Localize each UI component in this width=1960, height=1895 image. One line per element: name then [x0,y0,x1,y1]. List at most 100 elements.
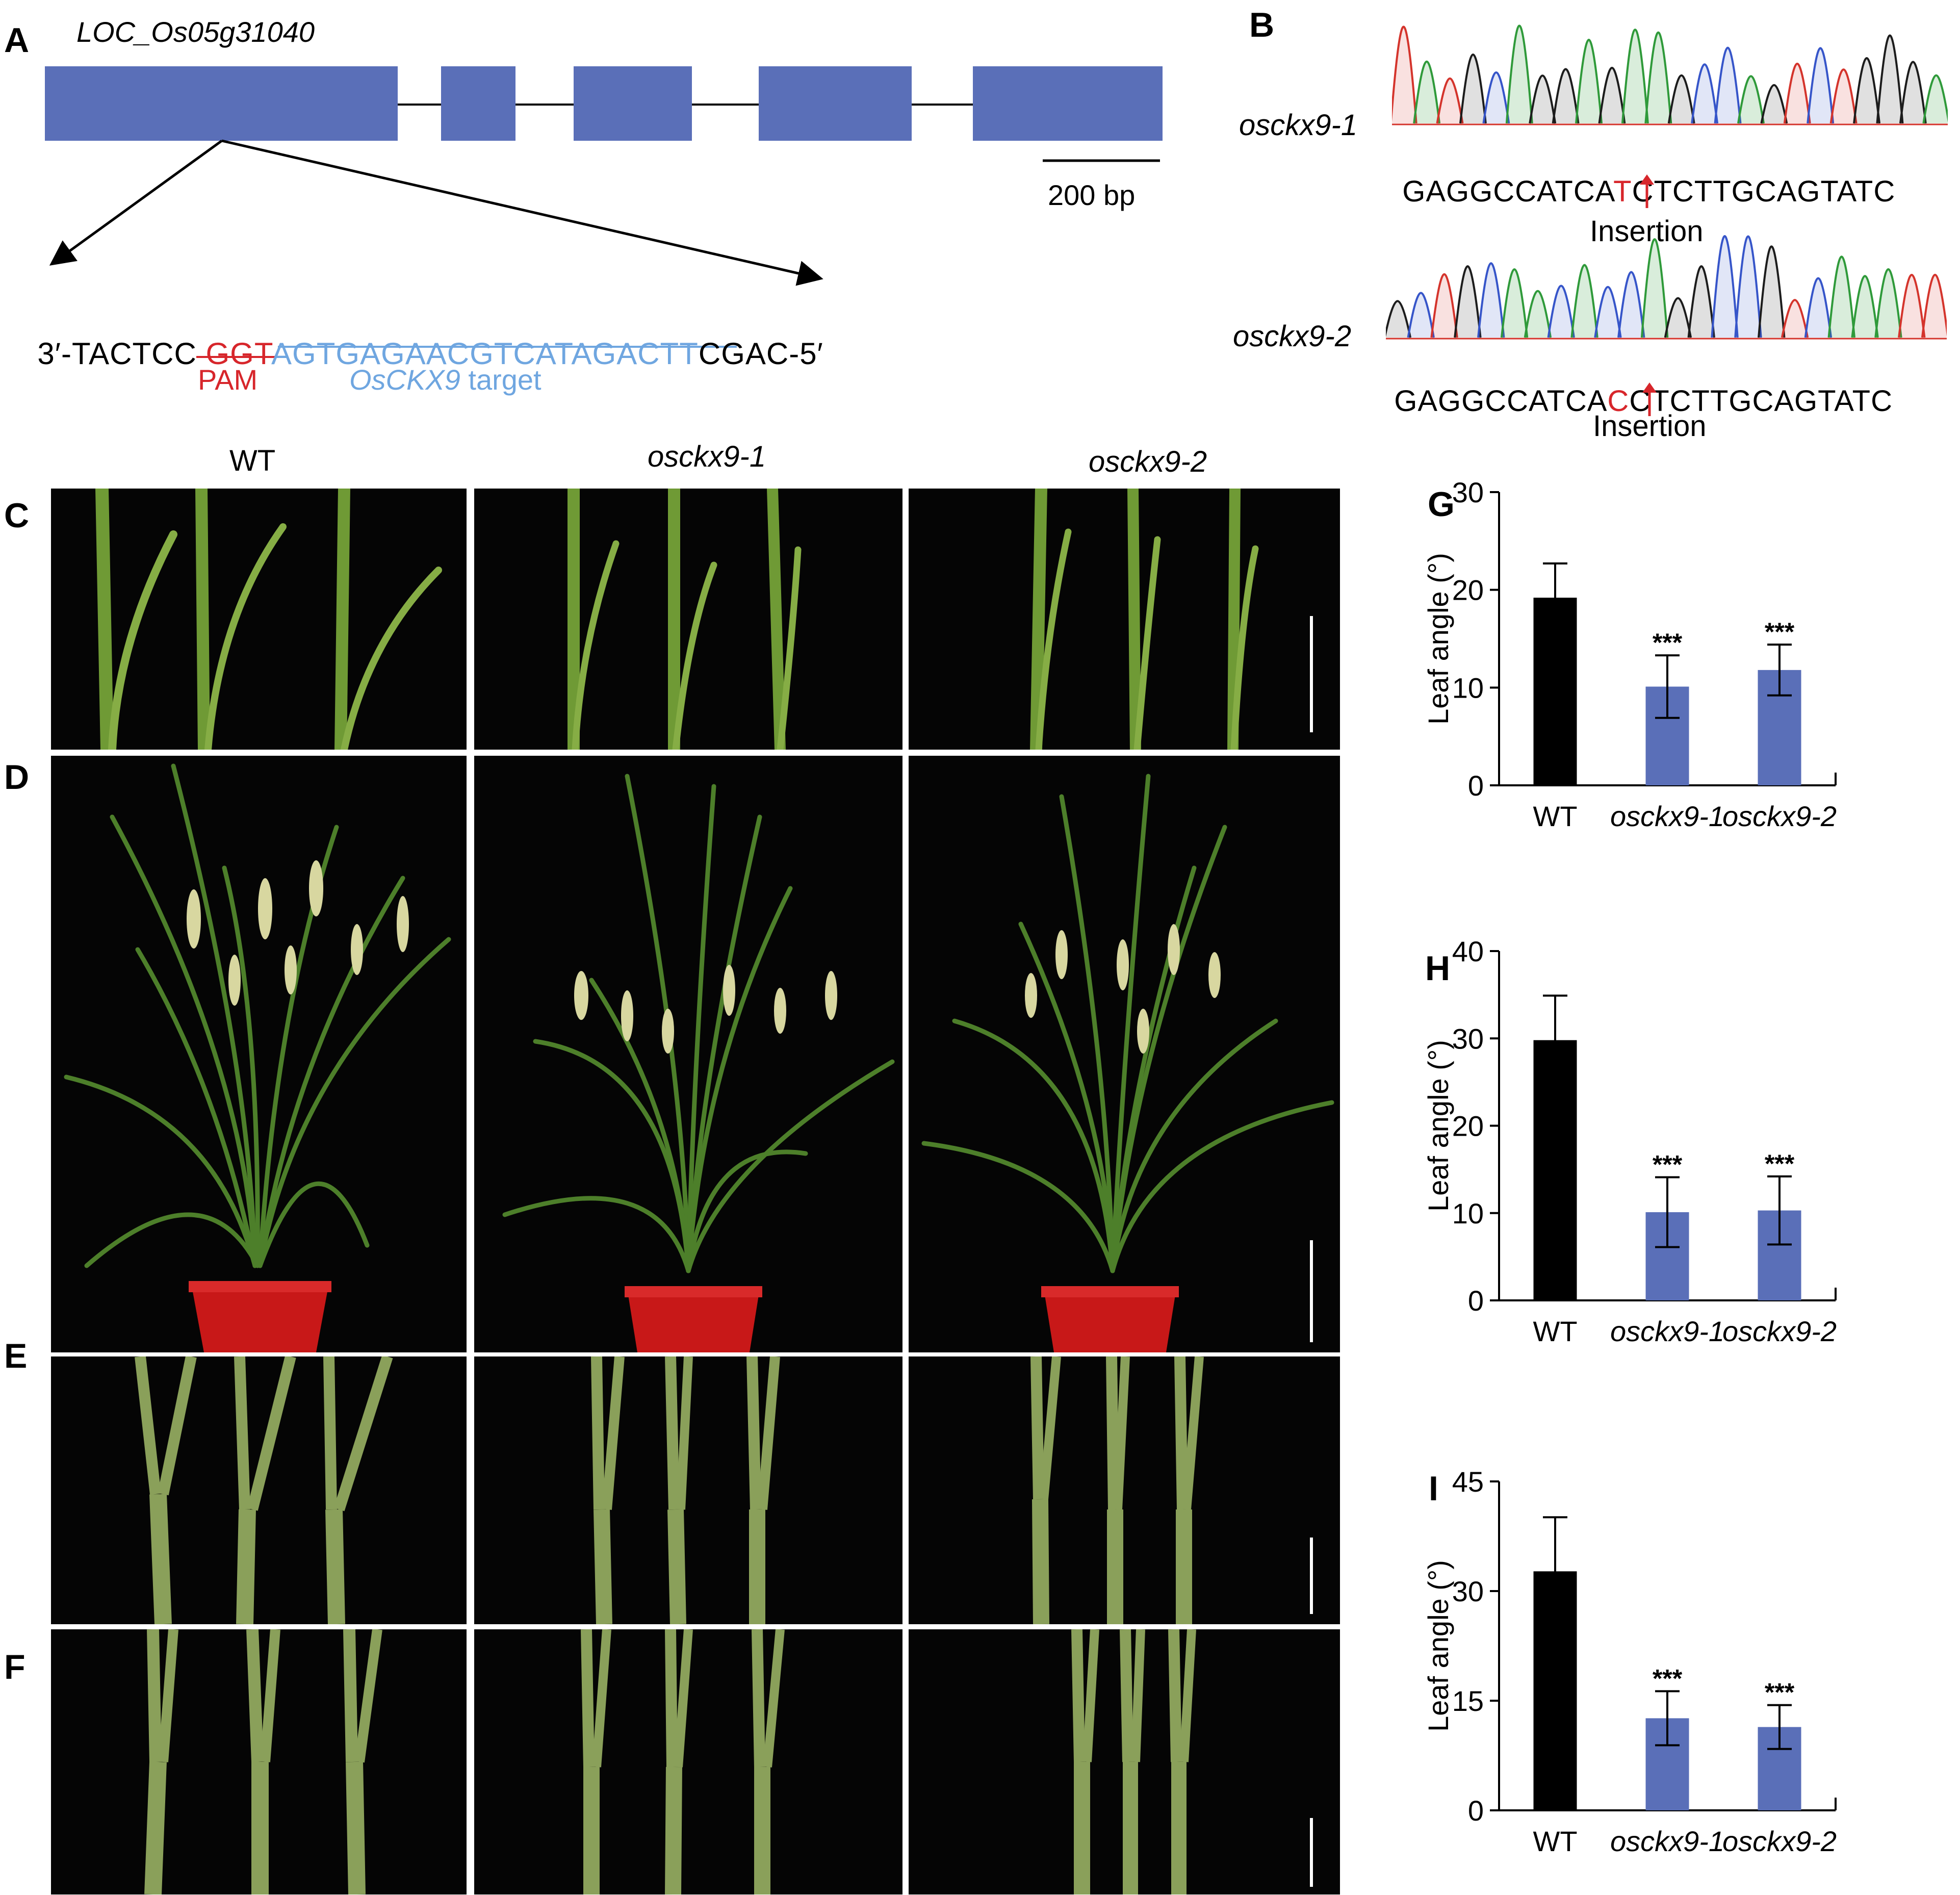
chart-h-y-tick-label: 0 [1468,1285,1484,1317]
chromatogram-peak [1711,235,1739,338]
chromatogram-peak [1617,271,1645,338]
chart-g-significance: *** [1765,618,1795,646]
chart-g-leaf-angle: 0 10 20 30 Leaf angle (°) WT *** osckx9-1 *** osc… [1422,479,1837,832]
chromatogram-peak [1687,265,1715,338]
chromatogram-peak [1413,60,1441,124]
column-header-osckx9-2: osckx9-2 [1089,445,1207,478]
chromatogram-peak [1477,262,1505,338]
chromatogram-peak [1898,273,1926,338]
chart-g-y-tick-label: 20 [1452,574,1484,606]
chromatogram-1-trace [1392,24,1948,125]
chromatogram-peak [1829,68,1858,124]
chromatogram-peak [1392,25,1417,124]
chart-g-y-tick-label: 10 [1452,672,1484,704]
chromatogram-peak [1575,39,1603,124]
chromatogram-1-sequence: GAGGCCATCATCTCTTGCAGTATC [1385,140,1895,209]
insertion-arrow-2-icon [1642,382,1657,416]
pot-osckx9-1 [627,1289,760,1352]
chromatogram-2-sequence: GAGGCCATCACCTCTTGCAGTATC [1377,350,1893,418]
panel-label-h: H [1425,949,1451,988]
target-gene-name: OsCKX9 [349,364,460,396]
exon-4 [759,66,912,141]
chart-h-y-tick-label: 20 [1452,1110,1484,1142]
photo-c-osckx9-1 [474,489,902,750]
chromatogram-peak [1524,290,1552,338]
chart-i-y-axis-label: Leaf angle (°) [1422,1560,1454,1732]
insertion-label-2: Insertion [1593,409,1707,443]
panel-label-g: G [1428,485,1455,524]
chart-h-y-tick-label: 40 [1452,938,1484,967]
chart-h-significance: *** [1653,1150,1683,1179]
pam-label: PAM [198,364,258,396]
chart-g-category-label: osckx9-2 [1722,800,1837,832]
exon-5 [973,66,1163,141]
chromatogram-peak [1594,286,1622,338]
chart-g-category-label: WT [1533,800,1577,832]
callout-arrow-right [221,139,823,286]
chromatogram-peak [1386,300,1412,338]
chromatogram-peak [1781,299,1809,338]
photo-e-osckx9-2 [909,1356,1340,1624]
target-sequence: 3′-TACTCC GGTAGTGAGAACGTCATAGACTTCGAC-5′ [19,301,823,371]
chromatogram-peak [1547,285,1575,338]
chromatogram-peak [1500,268,1529,338]
chromatogram-1-line: osckx9-1 [1239,109,1358,142]
photo-f-wt [51,1629,467,1894]
chart-g-y-axis-label: Leaf angle (°) [1422,553,1454,725]
chromatogram-peak [1640,238,1669,338]
panel-label-c: C [4,496,30,535]
panel-label-b: B [1249,6,1275,44]
panel-label-e: E [4,1337,28,1375]
chromatogram-peak [1807,47,1835,124]
exon-1 [45,66,398,141]
chromatogram-peak [1853,57,1881,124]
chart-i-y-tick-label: 0 [1468,1795,1484,1827]
photo-d-osckx9-2 [909,756,1340,1352]
exon-2 [441,66,515,141]
chart-g-y-tick-label: 0 [1468,770,1484,802]
target-word: target [460,364,541,396]
chart-i-y-tick-label: 30 [1452,1575,1484,1607]
chart-i-category-label: osckx9-2 [1722,1825,1837,1857]
chromatogram-peak [1644,31,1672,124]
scale-bar-label: 200 bp [1048,179,1136,211]
seq-target: AGTGAGAACGTCATAGACTT [271,337,699,371]
chromatogram-peak [1714,46,1742,124]
chromatogram-peak [1529,74,1557,124]
chart-h-y-axis-label: Leaf angle (°) [1422,1040,1454,1212]
chart-g-category-label: osckx9-1 [1610,800,1724,832]
chromatogram-2-trace [1386,235,1947,340]
chart-h-significance: *** [1765,1149,1795,1178]
chromatogram-peak [1454,265,1482,338]
target-label: OsCKX9 target [349,363,541,396]
chart-i-significance: *** [1653,1664,1683,1693]
chromatogram-peak [1874,268,1902,338]
chart-h-y-tick-label: 30 [1452,1022,1484,1055]
photo-d-osckx9-1 [474,756,902,1352]
photo-f-osckx9-1 [474,1629,902,1894]
gene-model-diagram [45,66,1163,358]
chromatogram-peak [1621,29,1649,124]
chromatogram-peak [1876,34,1904,124]
chart-i-y-tick-label: 45 [1452,1469,1484,1498]
chromatogram-peak [1758,245,1786,338]
seq-left: 3′-TACTCC [37,337,206,371]
pot-osckx9-2 [1044,1289,1176,1352]
callout-arrow-left [49,139,223,266]
chromatogram-peak [1459,53,1487,124]
seq1-after: CTCTTGCAGTATC [1632,175,1896,208]
panel-label-a: A [4,21,30,60]
exon-3 [574,66,692,141]
seq1-insert: T [1613,175,1632,208]
insertion-label-1: Insertion [1590,215,1704,248]
chart-i-leaf-angle: 0 15 30 45 Leaf angle (°) WT *** osckx9-1 *** osc… [1422,1469,1837,1857]
chart-h-y-tick-label: 10 [1452,1197,1484,1230]
panel-label-d: D [4,758,30,797]
chromatogram-peak [1430,273,1458,338]
chart-g-significance: *** [1653,628,1683,657]
photo-c-osckx9-2 [909,489,1340,750]
chromatogram-peak [1921,273,1947,338]
chromatogram-peak [1407,292,1435,338]
chart-i-category-label: osckx9-1 [1610,1825,1724,1857]
chart-i-category-label: WT [1533,1825,1577,1857]
